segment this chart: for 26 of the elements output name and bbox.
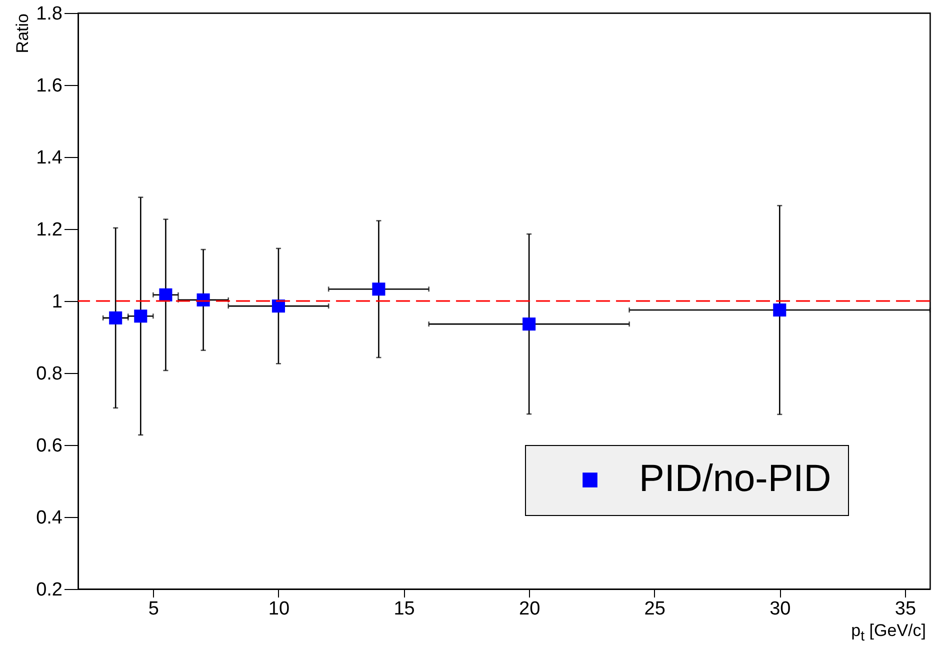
x-tick-label: 10 [268,598,290,620]
point [272,300,285,313]
x-tick-label: 30 [770,598,791,620]
y-tick-label: 1.8 [36,4,62,24]
y-axis-title: Ratio [13,14,32,54]
point [522,318,536,331]
point [109,311,122,324]
x-axis-title: p$_{t}$ [GeV/c] [851,621,926,644]
y-tick-label: 1 [52,292,62,312]
y-tick-label: 1.2 [36,220,62,240]
x-tick-label: 15 [394,598,415,620]
point [372,282,386,296]
x-tick-label: 20 [518,598,540,620]
y-tick-label: 0.2 [36,580,62,600]
x-tick-label: 25 [644,598,666,620]
y-tick-label: 0.6 [36,436,62,456]
y-tick-label: 1.4 [36,148,63,168]
y-tick-label: 0.8 [36,364,62,384]
point [134,310,148,323]
x-tick-label: 5 [148,598,159,620]
point [773,303,786,317]
legend-label: PID/no-PID [639,458,832,500]
point [159,288,172,302]
x-tick-label: 35 [894,598,916,620]
y-tick-label: 1.6 [36,76,62,96]
y-tick-label: 0.4 [36,508,63,528]
